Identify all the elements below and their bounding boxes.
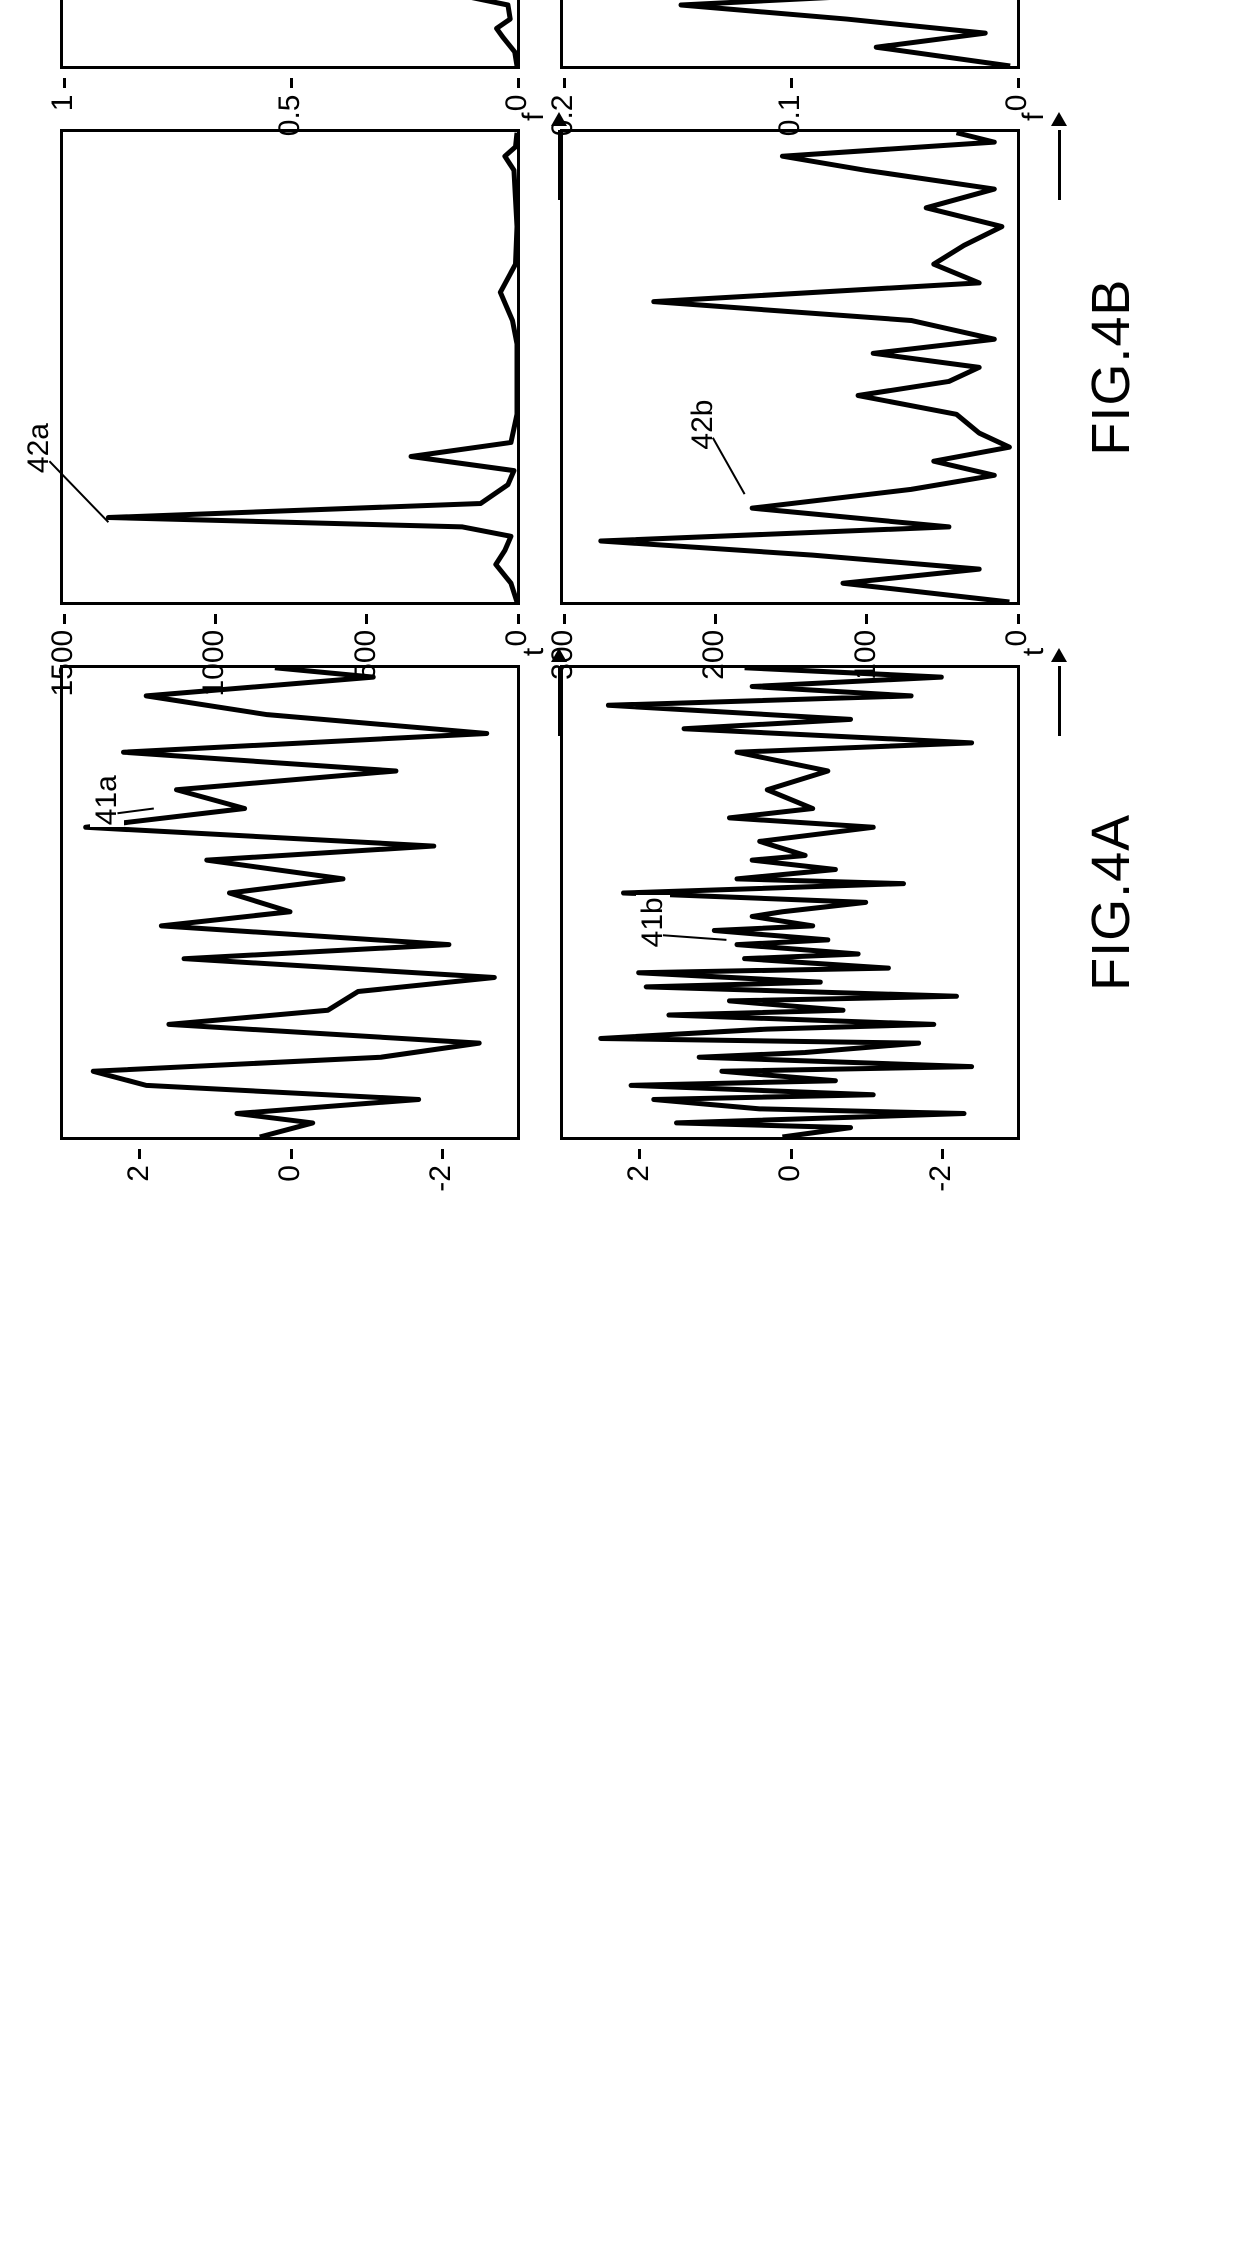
plot-area: 010020030042bf [560,130,1020,605]
ytick: -2 [424,1149,458,1192]
ytick: 1500 [46,614,80,697]
ytick: 0.1 [773,79,807,137]
plot-area: -20241at [60,665,520,1140]
ytick: 0 [500,614,534,647]
panel-42b: 010020030042bf [560,130,1020,605]
ytick: 200 [697,614,731,680]
panel-41b: -20241bt [560,665,1020,1140]
plot-area: 00.5142a'f [60,0,520,70]
ytick: 0.5 [273,79,307,137]
ytick: 0 [273,1149,307,1182]
plot-area: 05001000150042af [60,130,520,605]
figure-label: FIG.4B [1080,130,1142,605]
ytick: 0.2 [546,79,580,137]
ytick: 2 [122,1149,156,1182]
x-axis-arrow: f [1051,113,1067,201]
ytick: 2 [622,1149,656,1182]
ytick: 0 [1000,614,1034,647]
ytick: 1000 [197,614,231,697]
panel-42b_prime: 00.10.242b'f [560,0,1020,70]
figure-label: FIG.4C [1080,0,1142,70]
ytick: 0 [773,1149,807,1182]
panel-41a: -20241at [60,665,520,1140]
plot-area: -20241bt [560,665,1020,1140]
curve-label: 42a [22,421,56,475]
figure-label: FIG.4A [1080,665,1142,1140]
x-axis-arrow: t [1051,648,1067,736]
ytick: 0 [1000,79,1034,112]
ytick: 0 [500,79,534,112]
panel-42a: 05001000150042af [60,130,520,605]
panel-42a_prime: 00.5142a'f [60,0,520,70]
ytick: -2 [924,1149,958,1192]
ytick: 100 [849,614,883,680]
plot-area: 00.10.242b'f [560,0,1020,70]
ytick: 300 [546,614,580,680]
ytick: 1 [46,79,80,112]
ytick: 500 [349,614,383,680]
